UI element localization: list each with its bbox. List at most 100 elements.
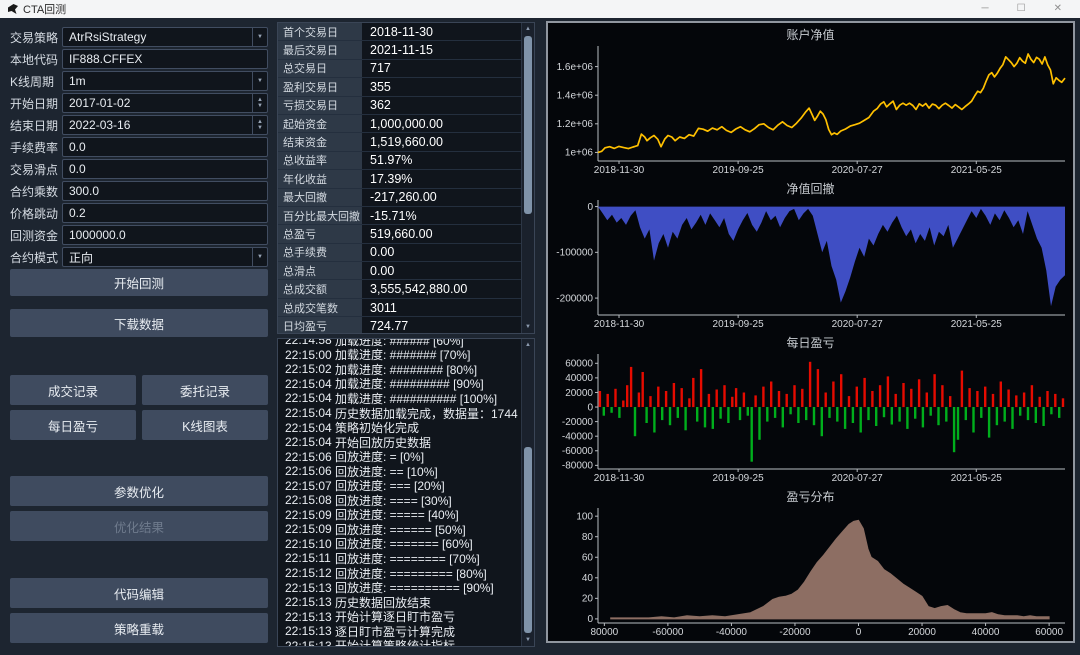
table-row: 起始资金1,000,000.00 xyxy=(278,115,521,133)
svg-text:-60000: -60000 xyxy=(652,627,684,638)
scroll-up-icon[interactable]: ▲ xyxy=(522,339,534,351)
svg-text:60000: 60000 xyxy=(565,359,593,370)
chart-title: 盈亏分布 xyxy=(550,488,1071,505)
svg-text:-40000: -40000 xyxy=(716,627,748,638)
combo-field[interactable]: AtrRsiStrategy▼ xyxy=(62,27,268,47)
table-row: 最大回撤-217,260.00 xyxy=(278,189,521,207)
close-icon[interactable]: ✕ xyxy=(1054,0,1062,18)
maximize-icon[interactable]: ☐ xyxy=(1017,0,1026,18)
svg-text:20: 20 xyxy=(582,594,594,605)
param-optimize-button[interactable]: 参数优化 xyxy=(10,476,268,506)
chart-2: 净值回撤0-100000-2000002018-11-302019-09-252… xyxy=(550,180,1071,332)
chart-plot: 1e+061.2e+061.4e+061.6e+062018-11-302019… xyxy=(550,43,1071,176)
scroll-down-icon[interactable]: ▼ xyxy=(522,634,534,646)
chevron-down-icon[interactable]: ▼ xyxy=(252,72,267,90)
table-row: 总收益率51.97% xyxy=(278,152,521,170)
spinner-arrows-icon[interactable]: ▲▼ xyxy=(252,94,267,112)
text-field[interactable]: 300.0 xyxy=(62,181,268,201)
field-value: 0.0 xyxy=(69,162,86,176)
field-label: 本地代码 xyxy=(10,51,62,68)
log-timestamp: 22:15:00 xyxy=(285,348,335,362)
svg-text:80000: 80000 xyxy=(590,627,618,638)
text-field[interactable]: IF888.CFFEX xyxy=(62,49,268,69)
log-timestamp: 22:15:06 xyxy=(285,464,335,478)
log-scrollbar-thumb[interactable] xyxy=(524,447,532,633)
svg-text:-20000: -20000 xyxy=(779,627,811,638)
log-timestamp: 22:15:10 xyxy=(285,537,335,551)
order-records-button[interactable]: 委托记录 xyxy=(142,375,268,405)
date-spin-field[interactable]: 2022-03-16 ▲▼ xyxy=(62,115,268,135)
stat-label: 亏损交易日 xyxy=(278,97,362,114)
date-spin-field[interactable]: 2017-01-02▲▼ xyxy=(62,93,268,113)
field-value: 1m xyxy=(69,74,86,88)
code-edit-button[interactable]: 代码编辑 xyxy=(10,578,268,608)
trade-records-button[interactable]: 成交记录 xyxy=(10,375,136,405)
text-field[interactable]: 0.0 xyxy=(62,159,268,179)
kline-chart-button[interactable]: K线图表 xyxy=(142,410,268,440)
svg-text:2019-09-25: 2019-09-25 xyxy=(713,473,765,484)
daily-pnl-button[interactable]: 每日盈亏 xyxy=(10,410,136,440)
stat-value: 0.00 xyxy=(362,244,521,261)
svg-text:-200000: -200000 xyxy=(556,293,593,304)
svg-text:80: 80 xyxy=(582,532,594,543)
combo-field[interactable]: 1m ▼ xyxy=(62,71,268,91)
field-label: 手续费率 xyxy=(10,139,62,156)
stats-scrollbar-thumb[interactable] xyxy=(524,36,532,214)
svg-text:0: 0 xyxy=(856,627,862,638)
minimize-icon[interactable]: ─ xyxy=(982,0,989,18)
log-timestamp: 22:15:09 xyxy=(285,522,335,536)
log-line: 22:15:13开始计算策略统计指标 xyxy=(285,638,518,647)
statistics-rows: 首个交易日2018-11-30最后交易日2021-11-15总交易日717盈利交… xyxy=(278,23,521,334)
table-row: 亏损交易日362 xyxy=(278,97,521,115)
svg-text:1e+06: 1e+06 xyxy=(565,148,594,159)
stat-label: 百分比最大回撤 xyxy=(278,207,362,224)
svg-text:2018-11-30: 2018-11-30 xyxy=(594,319,645,330)
table-row: 总滑点0.00 xyxy=(278,262,521,280)
stat-value: 355 xyxy=(362,78,521,95)
download-data-button[interactable]: 下载数据 xyxy=(10,309,268,337)
combo-field[interactable]: 正向▼ xyxy=(62,247,268,267)
chart-title: 每日盈亏 xyxy=(550,334,1071,351)
svg-text:0: 0 xyxy=(587,614,593,625)
stat-value: -217,260.00 xyxy=(362,189,521,206)
svg-text:60000: 60000 xyxy=(1035,627,1063,638)
form-row: 结束日期2022-03-16▲▼ xyxy=(10,115,268,135)
start-backtest-button[interactable]: 开始回测 xyxy=(10,269,268,296)
strategy-reload-button[interactable]: 策略重载 xyxy=(10,613,268,643)
log-scrollbar[interactable]: ▲ ▼ xyxy=(521,339,534,646)
stat-label: 最后交易日 xyxy=(278,41,362,58)
form-row: 交易策略AtrRsiStrategy▼ xyxy=(10,27,268,47)
log-timestamp: 22:15:13 xyxy=(285,581,335,595)
field-value: 0.0 xyxy=(69,140,86,154)
chart-plot: 6000040000200000-20000-40000-60000-80000… xyxy=(550,351,1071,484)
form-row: 价格跳动0.2 xyxy=(10,203,268,223)
stat-label: 总盈亏 xyxy=(278,225,362,242)
stat-value: 3011 xyxy=(362,299,521,316)
log-message: 开始计算策略统计指标 xyxy=(335,637,518,647)
svg-text:-60000: -60000 xyxy=(562,446,594,457)
chevron-down-icon[interactable]: ▼ xyxy=(252,28,267,46)
stat-label: 年化收益 xyxy=(278,170,362,187)
table-row: 盈利交易日355 xyxy=(278,78,521,96)
svg-text:2018-11-30: 2018-11-30 xyxy=(594,473,645,484)
scroll-up-icon[interactable]: ▲ xyxy=(522,23,534,35)
field-value: 2022-03-16 xyxy=(69,118,130,132)
text-field[interactable]: 0.2 xyxy=(62,203,268,223)
chevron-down-icon[interactable]: ▼ xyxy=(252,248,267,266)
svg-text:0: 0 xyxy=(587,402,593,413)
form-row: 手续费率 0.0 xyxy=(10,137,268,157)
svg-text:40000: 40000 xyxy=(972,627,1000,638)
scroll-down-icon[interactable]: ▼ xyxy=(522,321,534,333)
field-value: 0.2 xyxy=(69,206,86,220)
log-timestamp: 22:15:04 xyxy=(285,391,335,405)
svg-text:60: 60 xyxy=(582,553,594,564)
stats-scrollbar[interactable]: ▲ ▼ xyxy=(521,23,534,333)
text-field[interactable]: 0.0 xyxy=(62,137,268,157)
log-timestamp: 22:15:13 xyxy=(285,624,335,638)
text-field[interactable]: 1000000.0 xyxy=(62,225,268,245)
log-timestamp: 22:15:12 xyxy=(285,566,335,580)
log-timestamp: 22:15:11 xyxy=(285,551,335,565)
log-timestamp: 22:14:58 xyxy=(285,338,335,347)
table-row: 日均盈亏724.77 xyxy=(278,317,521,334)
spinner-arrows-icon[interactable]: ▲▼ xyxy=(252,116,267,134)
